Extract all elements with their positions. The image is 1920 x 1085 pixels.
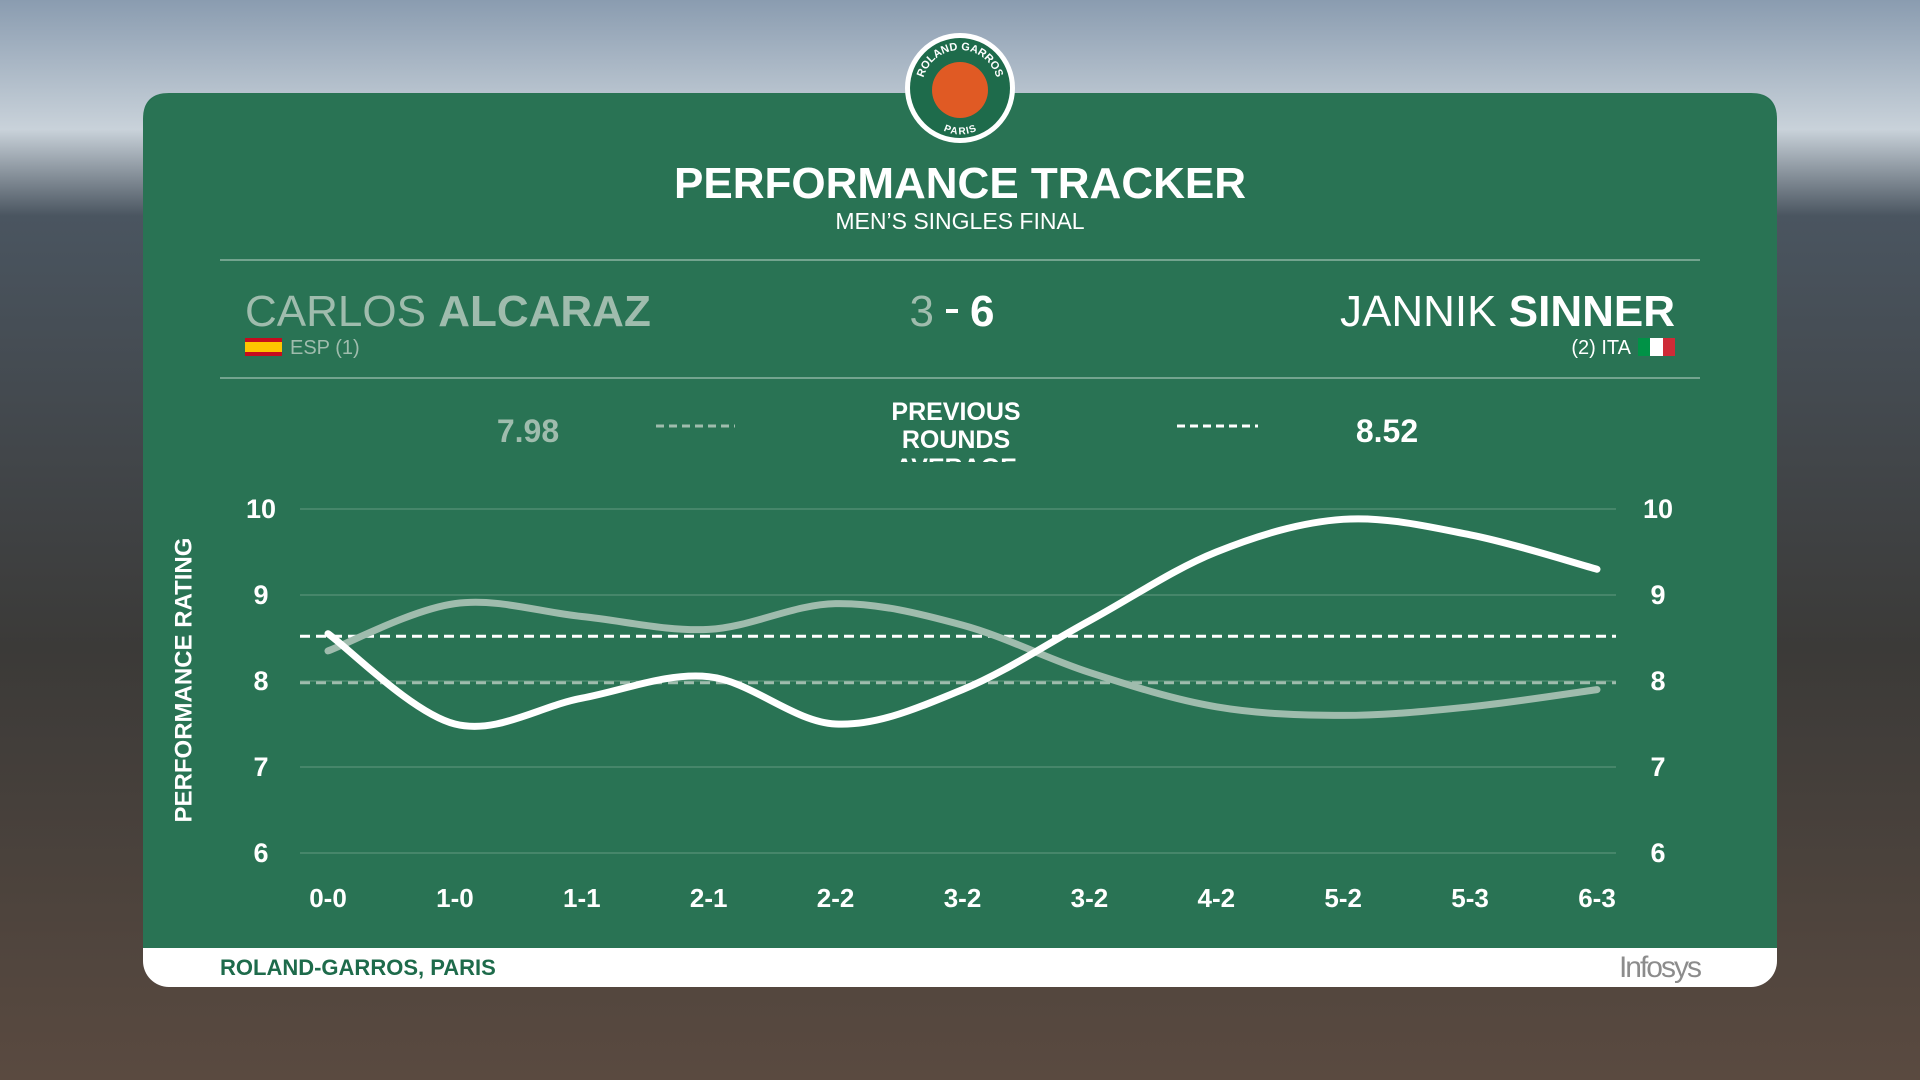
flag-ita [1650,338,1663,356]
x-tick-label: 2-1 [690,883,728,913]
x-tick-label: 1-1 [563,883,601,913]
first-name: CARLOS [245,287,426,336]
x-tick-label: 3-2 [1071,883,1109,913]
x-tick-label: 2-2 [817,883,855,913]
player-name: CARLOS ALCARAZ [245,287,651,336]
flag-ita [1638,338,1650,356]
average-value: 7.98 [497,413,559,449]
y2-tick-label: 8 [1650,666,1665,696]
y2-tick-label: 9 [1650,580,1665,610]
flag-esp [245,342,282,352]
logo-core [932,62,988,118]
first-name: JANNIK [1340,287,1496,336]
logo-text: PARIS [942,123,978,137]
last-name: ALCARAZ [438,287,651,336]
footer-sponsor: Infosys [1619,951,1701,984]
y2-tick-label: 6 [1650,838,1665,868]
y2-tick-label: 10 [1643,494,1673,524]
y-tick-label: 10 [246,494,276,524]
score: 6 [970,287,994,336]
plot: 6 6 7 7 8 8 9 9 10 10 0-0 1-0 1-1 2-1 2-2 3-2 3-2 4-2 5-2 5… [246,413,1673,913]
score: 3 [910,287,934,336]
y2-tick-label: 7 [1650,752,1665,782]
average-label: PREVIOUS ROUNDS AVERAGE [891,398,1021,462]
x-tick-label: 5-2 [1324,883,1362,913]
logo-bottom: PARIS [942,123,978,137]
panel [143,93,1777,948]
average-value: 8.52 [1356,413,1418,449]
subtitle: MEN’S SINGLES FINAL [835,208,1084,234]
footer-venue: ROLAND-GARROS, PARIS [220,955,496,980]
series-line [324,515,1601,730]
y-tick-label: 9 [253,580,268,610]
y-tick-label: 8 [253,666,268,696]
x-tick-label: 6-3 [1578,883,1616,913]
x-tick-label: 4-2 [1198,883,1236,913]
x-tick-label: 3-2 [944,883,982,913]
player-info: ESP (1) [290,337,360,359]
title: PERFORMANCE TRACKER [674,159,1246,208]
player-info: (2) ITA [1571,337,1631,359]
score-separator [946,309,958,313]
player-name: JANNIK SINNER [1340,287,1675,336]
x-tick-label: 5-3 [1451,883,1489,913]
flag-ita [1663,338,1675,356]
x-tick-label: 0-0 [309,883,347,913]
y-tick-label: 7 [253,752,268,782]
x-tick-label: 1-0 [436,883,474,913]
average-label-box: PREVIOUS ROUNDS AVERAGE [891,398,1021,462]
last-name: SINNER [1509,287,1675,336]
y-axis-label: PERFORMANCE RATING [170,538,197,823]
y-tick-label: 6 [253,838,268,868]
series-line [324,598,1601,719]
